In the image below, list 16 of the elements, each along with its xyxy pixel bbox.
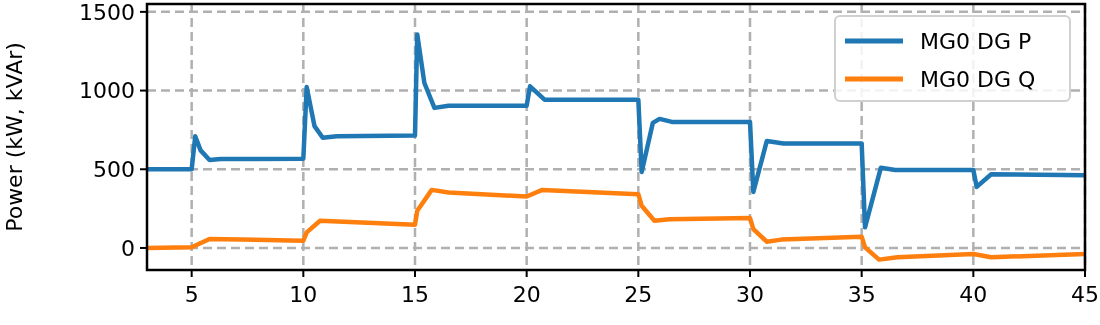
x-tick-label: 40: [959, 282, 988, 307]
x-tick-label: 5: [184, 282, 199, 307]
x-tick-label: 45: [1071, 282, 1099, 307]
y-axis-title: Power (kW, kVAr): [2, 42, 27, 232]
x-tick-label: 15: [401, 282, 429, 307]
x-tick-label: 30: [736, 282, 764, 307]
x-tick-label: 25: [624, 282, 653, 307]
legend-label: MG0 DG Q: [920, 66, 1036, 92]
x-tick-label: 35: [847, 282, 876, 307]
y-tick-label: 1500: [79, 0, 135, 25]
y-tick-label: 1000: [79, 78, 135, 104]
x-tick-label: 20: [512, 282, 541, 307]
legend-label: MG0 DG P: [920, 28, 1032, 54]
y-tick-label: 500: [93, 156, 135, 182]
x-tick-label: 10: [289, 282, 318, 307]
y-tick-label: 0: [121, 235, 135, 261]
